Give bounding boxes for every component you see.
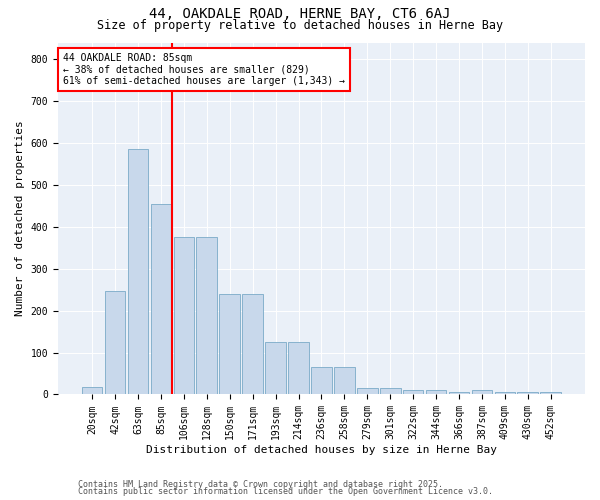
Bar — [220, 294, 240, 394]
Bar — [288, 342, 309, 394]
Bar — [151, 204, 171, 394]
Y-axis label: Number of detached properties: Number of detached properties — [15, 120, 25, 316]
Bar — [196, 238, 217, 394]
Bar — [380, 388, 401, 394]
Bar — [265, 342, 286, 394]
Bar — [82, 387, 103, 394]
Bar — [517, 392, 538, 394]
Bar — [494, 392, 515, 394]
Bar — [426, 390, 446, 394]
Bar — [311, 367, 332, 394]
Bar — [472, 390, 492, 394]
Text: Contains public sector information licensed under the Open Government Licence v3: Contains public sector information licen… — [78, 487, 493, 496]
Bar — [128, 150, 148, 394]
Text: 44, OAKDALE ROAD, HERNE BAY, CT6 6AJ: 44, OAKDALE ROAD, HERNE BAY, CT6 6AJ — [149, 8, 451, 22]
Bar — [173, 238, 194, 394]
Bar — [334, 367, 355, 394]
Bar — [449, 392, 469, 394]
Text: Size of property relative to detached houses in Herne Bay: Size of property relative to detached ho… — [97, 18, 503, 32]
Bar — [357, 388, 377, 394]
Bar — [541, 392, 561, 394]
Text: Contains HM Land Registry data © Crown copyright and database right 2025.: Contains HM Land Registry data © Crown c… — [78, 480, 443, 489]
Bar — [105, 290, 125, 395]
X-axis label: Distribution of detached houses by size in Herne Bay: Distribution of detached houses by size … — [146, 445, 497, 455]
Bar — [403, 390, 424, 394]
Bar — [242, 294, 263, 394]
Text: 44 OAKDALE ROAD: 85sqm
← 38% of detached houses are smaller (829)
61% of semi-de: 44 OAKDALE ROAD: 85sqm ← 38% of detached… — [63, 53, 345, 86]
